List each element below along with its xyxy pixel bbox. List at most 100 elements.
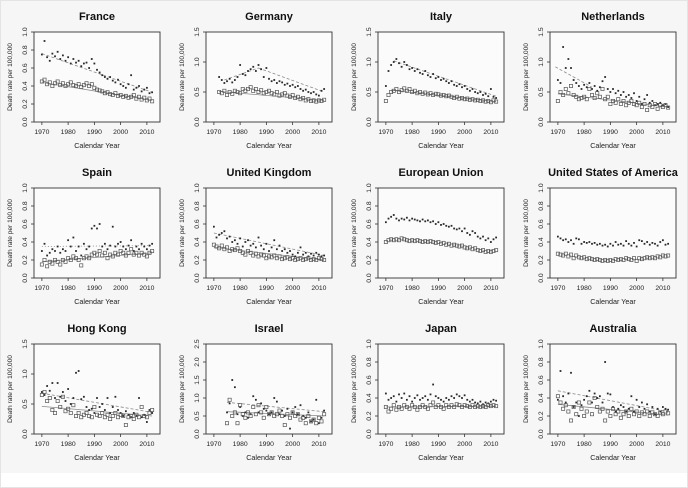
data-point-open-square — [225, 245, 229, 250]
data-point-filled — [46, 56, 49, 59]
data-point-filled — [606, 392, 609, 395]
data-point-filled — [54, 250, 56, 252]
data-point-open-square — [647, 256, 652, 261]
data-point-filled — [244, 74, 247, 77]
data-point-filled — [564, 401, 567, 404]
data-point-open-square — [314, 421, 319, 426]
data-point-open-square — [569, 252, 573, 257]
data-point-filled — [405, 64, 408, 66]
data-point-open-square — [63, 259, 68, 264]
data-point-filled — [278, 413, 281, 416]
data-point-open-square — [251, 405, 256, 409]
panel-title: European Union — [398, 167, 484, 179]
trend-line-dashed — [557, 390, 669, 412]
data-point-open-square — [399, 236, 404, 241]
data-point-filled — [320, 89, 323, 92]
data-point-filled — [82, 242, 85, 245]
chart-canvas: 1970 1980 1990 2000 2010 0.0 0.2 0.4 0.6 0.8 1.0 Ca… — [523, 183, 677, 306]
data-point-filled — [109, 412, 112, 414]
x-tick-label: 1980 — [405, 285, 420, 292]
data-point-filled — [103, 242, 106, 245]
data-point-open-square — [282, 91, 287, 96]
data-point-filled — [98, 406, 101, 408]
data-point-filled — [143, 245, 146, 248]
panel-italy: Italy 1970 1980 1990 2000 2010 0.0 0.5 1.0 1.5 Ca… — [345, 2, 517, 158]
data-point-open-square — [394, 407, 399, 412]
data-point-open-square — [603, 418, 608, 423]
y-axis-label: Death rate per 100,000 — [523, 43, 530, 111]
data-point-filled — [90, 407, 93, 410]
data-point-filled — [612, 88, 614, 90]
data-point-filled — [302, 253, 305, 256]
data-point-open-square — [259, 252, 264, 257]
data-point-filled — [648, 101, 651, 104]
data-point-open-square — [298, 97, 303, 102]
data-point-filled — [244, 411, 247, 414]
data-point-filled — [390, 397, 393, 399]
x-tick-label: 2010 — [655, 285, 670, 292]
data-point-filled — [479, 237, 482, 240]
data-point-filled — [387, 217, 390, 220]
data-point-open-square — [319, 419, 324, 424]
data-point-filled — [257, 411, 260, 414]
data-point-filled — [307, 411, 310, 414]
data-point-open-square — [561, 406, 566, 411]
data-point-filled — [233, 386, 236, 389]
data-point-open-square — [42, 258, 47, 262]
data-point-open-square — [232, 410, 237, 415]
data-point-open-square — [129, 414, 134, 418]
data-point-filled — [82, 395, 85, 398]
data-point-filled — [124, 248, 127, 251]
data-point-filled — [67, 239, 70, 242]
data-point-filled — [640, 103, 643, 105]
data-point-open-square — [454, 402, 459, 407]
data-point-open-square — [76, 258, 81, 262]
data-point-filled — [429, 76, 432, 78]
data-point-filled — [442, 223, 445, 225]
data-point-filled — [635, 398, 638, 401]
data-point-filled — [228, 235, 231, 238]
data-point-open-square — [282, 256, 287, 261]
data-point-filled — [72, 236, 75, 239]
data-point-filled — [56, 245, 59, 248]
data-point-filled — [262, 407, 265, 410]
data-point-filled — [46, 254, 49, 257]
data-point-open-square — [563, 87, 568, 91]
data-point-filled — [228, 402, 231, 405]
data-point-open-square — [637, 100, 642, 105]
data-point-open-square — [613, 412, 618, 417]
data-point-open-square — [483, 249, 488, 254]
chart-canvas: 1970 1980 1990 2000 2010 0.0 0.5 1.0 1.5 Calendar… — [351, 27, 505, 150]
data-point-open-square — [123, 253, 128, 258]
x-axis-label: Calendar Year — [246, 297, 292, 306]
data-point-filled — [384, 221, 387, 224]
x-tick-label: 2000 — [629, 441, 644, 448]
data-point-open-square — [425, 406, 430, 411]
y-tick-label: 1.0 — [538, 57, 545, 67]
data-point-filled — [61, 54, 64, 57]
data-point-open-square — [481, 404, 485, 409]
data-point-filled — [143, 88, 146, 91]
panel-australia: Australia 1970 1980 1990 2000 2010 0.0 0.2 0.4 0… — [517, 314, 687, 470]
data-point-filled — [236, 76, 239, 78]
data-point-filled — [466, 398, 469, 401]
data-point-open-square — [603, 258, 608, 262]
data-point-open-square — [491, 403, 496, 408]
data-point-open-square — [267, 88, 271, 93]
y-tick-label: 1.5 — [366, 27, 373, 37]
data-point-filled — [421, 218, 424, 221]
data-point-open-square — [60, 81, 65, 86]
data-point-open-square — [467, 97, 472, 102]
data-point-filled — [609, 242, 612, 245]
data-point-filled — [320, 416, 323, 419]
data-point-filled — [437, 76, 440, 78]
data-point-open-square — [126, 95, 131, 100]
x-tick-label: 1990 — [259, 129, 274, 136]
data-point-filled — [651, 242, 654, 244]
data-point-filled — [419, 71, 421, 74]
data-point-filled — [98, 71, 101, 74]
data-point-open-square — [431, 400, 436, 405]
data-point-open-square — [566, 91, 571, 96]
data-point-filled — [585, 86, 588, 89]
x-tick-label: 2000 — [457, 129, 472, 136]
